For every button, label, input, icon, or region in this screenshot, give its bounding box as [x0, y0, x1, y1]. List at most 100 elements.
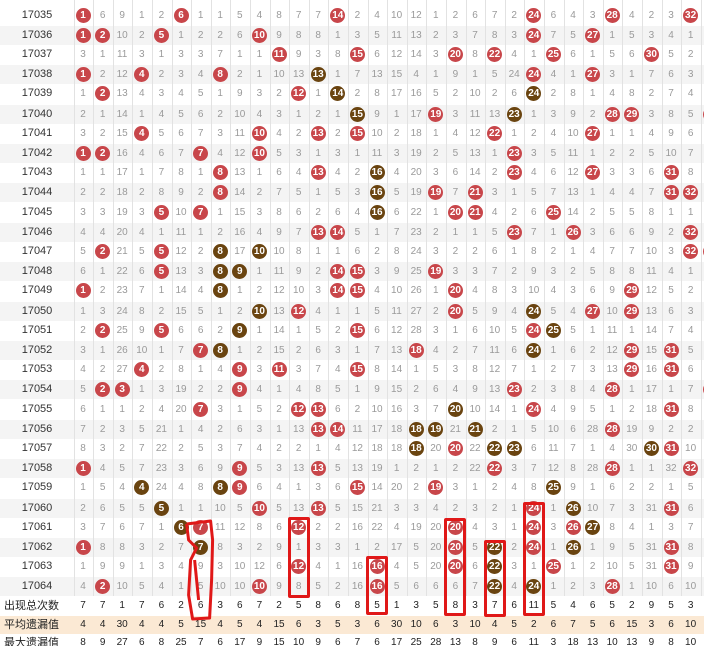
- stats-value: 6: [295, 618, 302, 630]
- stats-value: 6: [511, 637, 517, 646]
- stats-value: 6: [550, 618, 557, 630]
- omission-value: 1: [374, 226, 380, 238]
- omission-value: 1: [550, 226, 557, 238]
- omission-value: 3: [80, 344, 86, 356]
- omission-value: 9: [491, 305, 498, 317]
- stats-value: 25: [410, 637, 422, 646]
- omission-value: 21: [155, 423, 167, 435]
- table-row: 17063 1 9 9 1 3 4 9 3 10 12 6 12 4 1 16 16 4 5 20 20 6 22 3 1 25 1…: [0, 557, 704, 576]
- table-row: 17050 1 3 24 8 2 15 5 1 2 10 13 12 4 1 1 5 11 27 2 20 5 9 4 24 5 4…: [0, 301, 704, 321]
- omission-value: 1: [315, 443, 321, 455]
- issue-number: 17058: [21, 461, 53, 474]
- issue-number: 17043: [21, 166, 53, 179]
- omission-value: 10: [273, 68, 285, 80]
- drawn-number-ball: 30: [643, 47, 659, 63]
- omission-value: 2: [354, 404, 361, 415]
- stats-value: 17: [234, 637, 246, 646]
- omission-value: 5: [570, 325, 576, 337]
- omission-value: 10: [214, 502, 226, 514]
- omission-value: 3: [393, 147, 400, 159]
- omission-value: 2: [491, 88, 498, 100]
- omission-value: 3: [315, 49, 321, 61]
- drawn-number-ball: 5: [153, 263, 169, 279]
- omission-value: 2: [491, 482, 498, 494]
- omission-value: 6: [335, 482, 341, 494]
- omission-value: 6: [374, 325, 380, 337]
- drawn-number-ball: 10: [251, 244, 267, 260]
- omission-value: 1: [119, 404, 125, 415]
- omission-value: 18: [645, 404, 657, 415]
- omission-value: 9: [374, 108, 380, 120]
- omission-value: 4: [393, 561, 400, 573]
- drawn-number-ball: 21: [467, 421, 483, 437]
- omission-value: 10: [371, 128, 383, 140]
- omission-value: 1: [139, 167, 145, 179]
- drawn-number-ball: 24: [526, 323, 542, 339]
- omission-value: 1: [570, 68, 576, 80]
- omission-value: 3: [531, 147, 537, 159]
- omission-value: 4: [609, 443, 615, 455]
- stats-value: 3: [217, 600, 223, 611]
- omission-value: 5: [687, 344, 694, 356]
- stats-value: 9: [256, 637, 263, 646]
- omission-value: 2: [139, 404, 145, 415]
- drawn-number-ball: 7: [193, 539, 209, 555]
- omission-value: 6: [609, 482, 615, 494]
- omission-value: 1: [511, 404, 517, 415]
- drawn-number-ball: 13: [310, 224, 326, 240]
- drawn-number-ball: 12: [291, 86, 307, 102]
- omission-value: 7: [139, 462, 145, 474]
- omission-value: 1: [217, 207, 223, 218]
- omission-value: 19: [410, 522, 422, 534]
- table-row: 17052 3 1 26 10 1 7 7 8 1 2 15 2 6 3 1 7 13 18 4 2 7 11 6 24 1 6 2 1…: [0, 340, 704, 360]
- stats-value: 9: [648, 600, 655, 611]
- omission-value: 10: [528, 285, 540, 297]
- omission-value: 31: [645, 561, 657, 573]
- omission-value: 20: [430, 443, 442, 455]
- omission-value: 2: [335, 128, 341, 140]
- stats-value: 3: [452, 618, 459, 630]
- drawn-number-ball: 32: [683, 184, 699, 200]
- stats-value: 4: [491, 618, 498, 630]
- omission-value: 28: [587, 423, 599, 435]
- omission-value: 2: [491, 502, 498, 514]
- stats-value: 27: [116, 637, 128, 646]
- issue-number: 17059: [21, 481, 53, 494]
- omission-value: 1: [589, 147, 596, 159]
- omission-value: 3: [217, 404, 223, 415]
- omission-value: 32: [665, 462, 677, 474]
- omission-value: 18: [410, 128, 422, 140]
- omission-value: 1: [335, 108, 341, 120]
- omission-value: 2: [511, 10, 517, 21]
- omission-value: 6: [335, 404, 341, 415]
- drawn-number-ball: 9: [232, 323, 248, 339]
- omission-value: 2: [99, 186, 106, 198]
- column-separator: [445, 0, 447, 596]
- omission-value: 11: [469, 108, 481, 120]
- omission-value: 6: [589, 285, 596, 297]
- drawn-number-ball: 26: [565, 224, 581, 240]
- omission-value: 1: [472, 482, 478, 494]
- omission-value: 10: [371, 404, 383, 415]
- omission-value: 6: [452, 167, 459, 179]
- omission-value: 2: [550, 246, 557, 258]
- omission-value: 4: [589, 383, 596, 395]
- drawn-number-ball: 22: [487, 460, 503, 476]
- omission-value: 8: [335, 49, 341, 61]
- table-row: 17043 1 1 17 1 7 8 1 8 13 1 6 4 13 4 2 16 4 20 3 6 14 2 23 4 6 12 2…: [0, 163, 704, 182]
- drawn-number-ball: 27: [585, 66, 601, 82]
- omission-value: 11: [391, 29, 402, 41]
- omission-value: 5: [511, 325, 517, 337]
- omission-value: 7: [158, 167, 165, 179]
- omission-value: 5: [315, 580, 321, 592]
- omission-value: 1: [393, 462, 400, 474]
- omission-value: 3: [256, 88, 263, 100]
- omission-value: 4: [295, 167, 302, 179]
- omission-value: 8: [531, 482, 537, 494]
- omission-value: 31: [645, 502, 657, 514]
- omission-value: 2: [413, 383, 419, 395]
- issue-number: 17053: [21, 363, 53, 376]
- omission-value: 1: [158, 226, 165, 238]
- stats-value: 6: [197, 600, 204, 611]
